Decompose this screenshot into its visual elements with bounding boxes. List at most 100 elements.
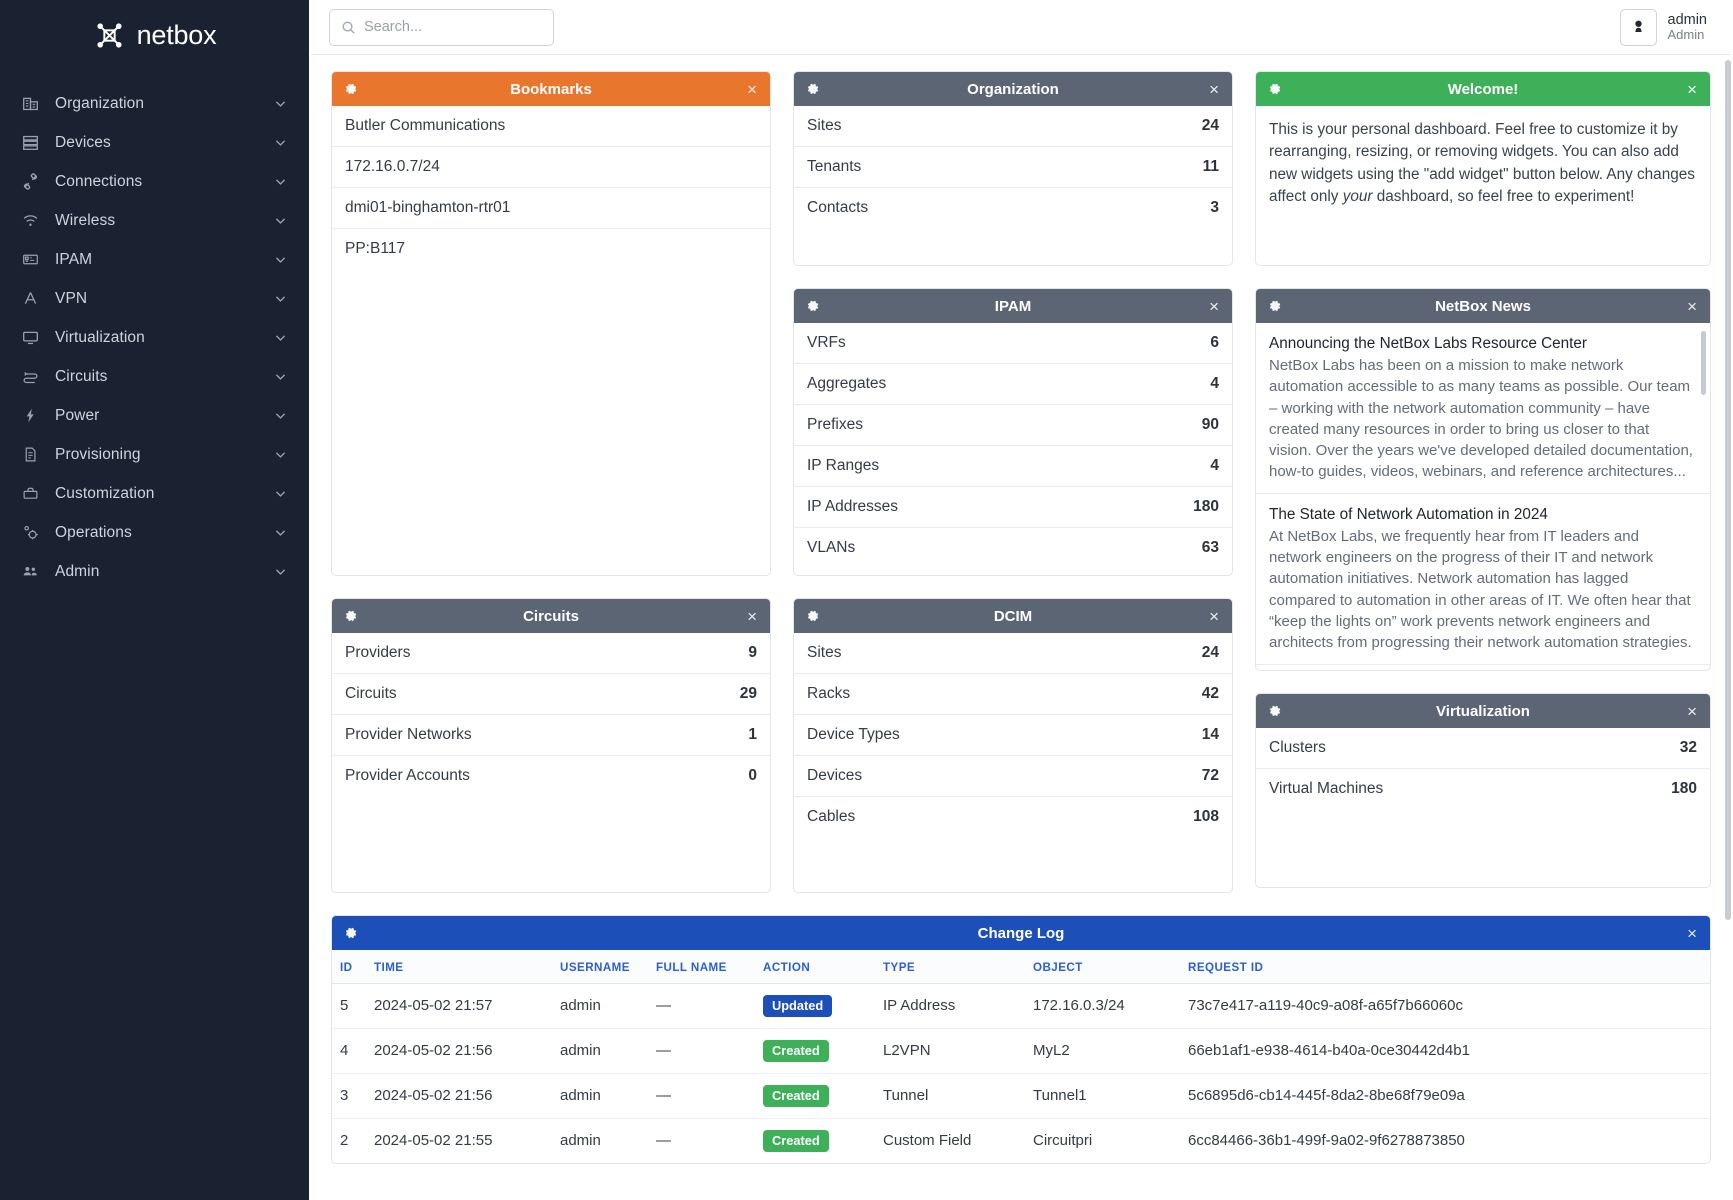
cell-id[interactable]: 2 bbox=[340, 1132, 349, 1150]
table-row[interactable]: 5 2024-05-02 21:57 admin — Updated IP Ad… bbox=[332, 983, 1710, 1029]
user-area[interactable]: admin Admin bbox=[1619, 8, 1707, 46]
stat-row[interactable]: Tenants 11 bbox=[794, 147, 1232, 188]
gear-icon[interactable] bbox=[1268, 299, 1282, 313]
news-title[interactable]: The State of Network Automation in 2024 bbox=[1269, 505, 1548, 523]
stat-row[interactable]: Sites 24 bbox=[794, 633, 1232, 674]
widget-body[interactable]: Announcing the NetBox Labs Resource Cent… bbox=[1256, 323, 1710, 670]
close-icon[interactable]: × bbox=[1209, 79, 1219, 99]
gear-icon[interactable] bbox=[806, 609, 820, 623]
brand[interactable]: netbox bbox=[0, 8, 309, 62]
chevron-down-icon[interactable] bbox=[274, 409, 287, 422]
sidebar-item-connections[interactable]: Connections bbox=[0, 162, 309, 201]
sidebar-item-organization[interactable]: Organization bbox=[0, 84, 309, 123]
cell-object[interactable]: MyL2 bbox=[1025, 1028, 1180, 1074]
column-header-action[interactable]: ACTION bbox=[755, 950, 875, 984]
chevron-down-icon[interactable] bbox=[274, 565, 287, 578]
close-icon[interactable]: × bbox=[747, 606, 757, 626]
gear-icon[interactable] bbox=[806, 82, 820, 96]
chevron-down-icon[interactable] bbox=[274, 370, 287, 383]
close-icon[interactable]: × bbox=[1687, 79, 1697, 99]
table-row[interactable]: 4 2024-05-02 21:56 admin — Created L2VPN… bbox=[332, 1028, 1710, 1074]
stat-row[interactable]: Prefixes 90 bbox=[794, 405, 1232, 446]
column-header-id[interactable]: ID bbox=[332, 950, 366, 984]
close-icon[interactable]: × bbox=[1209, 606, 1219, 626]
chevron-down-icon[interactable] bbox=[274, 448, 287, 461]
cell-request-id[interactable]: 66eb1af1-e938-4614-b40a-0ce30442d4b1 bbox=[1180, 1028, 1710, 1074]
cell-time[interactable]: 2024-05-02 21:55 bbox=[374, 1132, 493, 1150]
stat-row[interactable]: Providers 9 bbox=[332, 633, 770, 674]
chevron-down-icon[interactable] bbox=[274, 175, 287, 188]
bookmark-item[interactable]: PP:B117 bbox=[345, 240, 406, 257]
sidebar-item-circuits[interactable]: Circuits bbox=[0, 357, 309, 396]
stat-row[interactable]: Clusters 32 bbox=[1256, 728, 1710, 769]
chevron-down-icon[interactable] bbox=[274, 253, 287, 266]
column-header-object[interactable]: OBJECT bbox=[1025, 950, 1180, 984]
table-row[interactable]: 2 2024-05-02 21:55 admin — Created Custo… bbox=[332, 1118, 1710, 1162]
column-header-time[interactable]: TIME bbox=[366, 950, 552, 984]
bookmark-item[interactable]: dmi01-binghamton-rtr01 bbox=[332, 188, 770, 229]
news-item[interactable]: Announcing the NetBox Labs Resource Cent… bbox=[1256, 323, 1710, 494]
gear-icon[interactable] bbox=[1268, 704, 1282, 718]
search-input[interactable] bbox=[330, 9, 553, 45]
stat-row[interactable]: Circuits 29 bbox=[332, 674, 770, 715]
chevron-down-icon[interactable] bbox=[274, 526, 287, 539]
stat-row[interactable]: Contacts 3 bbox=[794, 188, 1232, 228]
sidebar-item-provisioning[interactable]: Provisioning bbox=[0, 435, 309, 474]
stat-row[interactable]: Cables 108 bbox=[794, 797, 1232, 837]
stat-row[interactable]: Aggregates 4 bbox=[794, 364, 1232, 405]
sidebar-item-wireless[interactable]: Wireless bbox=[0, 201, 309, 240]
table-row[interactable]: 3 2024-05-02 21:56 admin — Created Tunne… bbox=[332, 1073, 1710, 1119]
news-title[interactable]: Announcing the NetBox Labs Resource Cent… bbox=[1269, 335, 1588, 352]
close-icon[interactable]: × bbox=[1209, 296, 1219, 316]
cell-time[interactable]: 2024-05-02 21:56 bbox=[366, 1073, 552, 1119]
column-header-type[interactable]: TYPE bbox=[875, 950, 1025, 984]
column-header-request-id[interactable]: REQUEST ID bbox=[1180, 950, 1710, 984]
cell-request-id[interactable]: 73c7e417-a119-40c9-a08f-a65f7b66060c bbox=[1180, 983, 1710, 1029]
column-header-username[interactable]: USERNAME bbox=[552, 950, 648, 984]
stat-row[interactable]: Provider Accounts 0 bbox=[332, 756, 770, 796]
cell-id[interactable]: 5 bbox=[332, 983, 366, 1029]
bookmark-item[interactable]: Butler Communications bbox=[332, 106, 770, 147]
stat-row[interactable]: Sites 24 bbox=[794, 106, 1232, 147]
chevron-down-icon[interactable] bbox=[274, 214, 287, 227]
search-box[interactable] bbox=[329, 8, 554, 46]
cell-id[interactable]: 3 bbox=[332, 1073, 366, 1119]
stat-row[interactable]: VLANs 63 bbox=[794, 528, 1232, 568]
stat-row[interactable]: Racks 42 bbox=[794, 674, 1232, 715]
cell-id[interactable]: 4 bbox=[332, 1028, 366, 1074]
page-scrollbar[interactable] bbox=[1725, 60, 1731, 920]
sidebar-item-customization[interactable]: Customization bbox=[0, 474, 309, 513]
stat-row[interactable]: Devices 72 bbox=[794, 756, 1232, 797]
close-icon[interactable]: × bbox=[1687, 701, 1697, 721]
user-avatar-icon[interactable] bbox=[1619, 8, 1657, 46]
close-icon[interactable]: × bbox=[1687, 296, 1697, 316]
news-item[interactable]: The State of Network Automation in 2024 … bbox=[1256, 494, 1710, 665]
stat-row[interactable]: VRFs 6 bbox=[794, 323, 1232, 364]
gear-icon[interactable] bbox=[1268, 82, 1282, 96]
chevron-down-icon[interactable] bbox=[274, 292, 287, 305]
gear-icon[interactable] bbox=[806, 299, 820, 313]
sidebar-item-ipam[interactable]: IPAM bbox=[0, 240, 309, 279]
stat-row[interactable]: IP Addresses 180 bbox=[794, 487, 1232, 528]
stat-row[interactable]: Virtual Machines 180 bbox=[1256, 769, 1710, 809]
bookmark-item[interactable]: 172.16.0.7/24 bbox=[332, 147, 770, 188]
gear-icon[interactable] bbox=[344, 926, 358, 940]
close-icon[interactable]: × bbox=[1687, 923, 1697, 943]
close-icon[interactable]: × bbox=[747, 79, 757, 99]
chevron-down-icon[interactable] bbox=[274, 97, 287, 110]
cell-object[interactable]: Circuitpri bbox=[1033, 1132, 1093, 1150]
sidebar-item-devices[interactable]: Devices bbox=[0, 123, 309, 162]
cell-object[interactable]: Tunnel1 bbox=[1025, 1073, 1180, 1119]
column-header-full-name[interactable]: FULL NAME bbox=[648, 950, 755, 984]
stat-row[interactable]: Provider Networks 1 bbox=[332, 715, 770, 756]
cell-request-id[interactable]: 6cc84466-36b1-499f-9a02-9f6278873850 bbox=[1188, 1132, 1465, 1150]
cell-object[interactable]: 172.16.0.3/24 bbox=[1025, 983, 1180, 1029]
stat-row[interactable]: IP Ranges 4 bbox=[794, 446, 1232, 487]
chevron-down-icon[interactable] bbox=[274, 331, 287, 344]
cell-time[interactable]: 2024-05-02 21:57 bbox=[366, 983, 552, 1029]
sidebar-item-virtualization[interactable]: Virtualization bbox=[0, 318, 309, 357]
sidebar-item-admin[interactable]: Admin bbox=[0, 552, 309, 591]
sidebar-item-power[interactable]: Power bbox=[0, 396, 309, 435]
chevron-down-icon[interactable] bbox=[274, 136, 287, 149]
sidebar-item-operations[interactable]: Operations bbox=[0, 513, 309, 552]
